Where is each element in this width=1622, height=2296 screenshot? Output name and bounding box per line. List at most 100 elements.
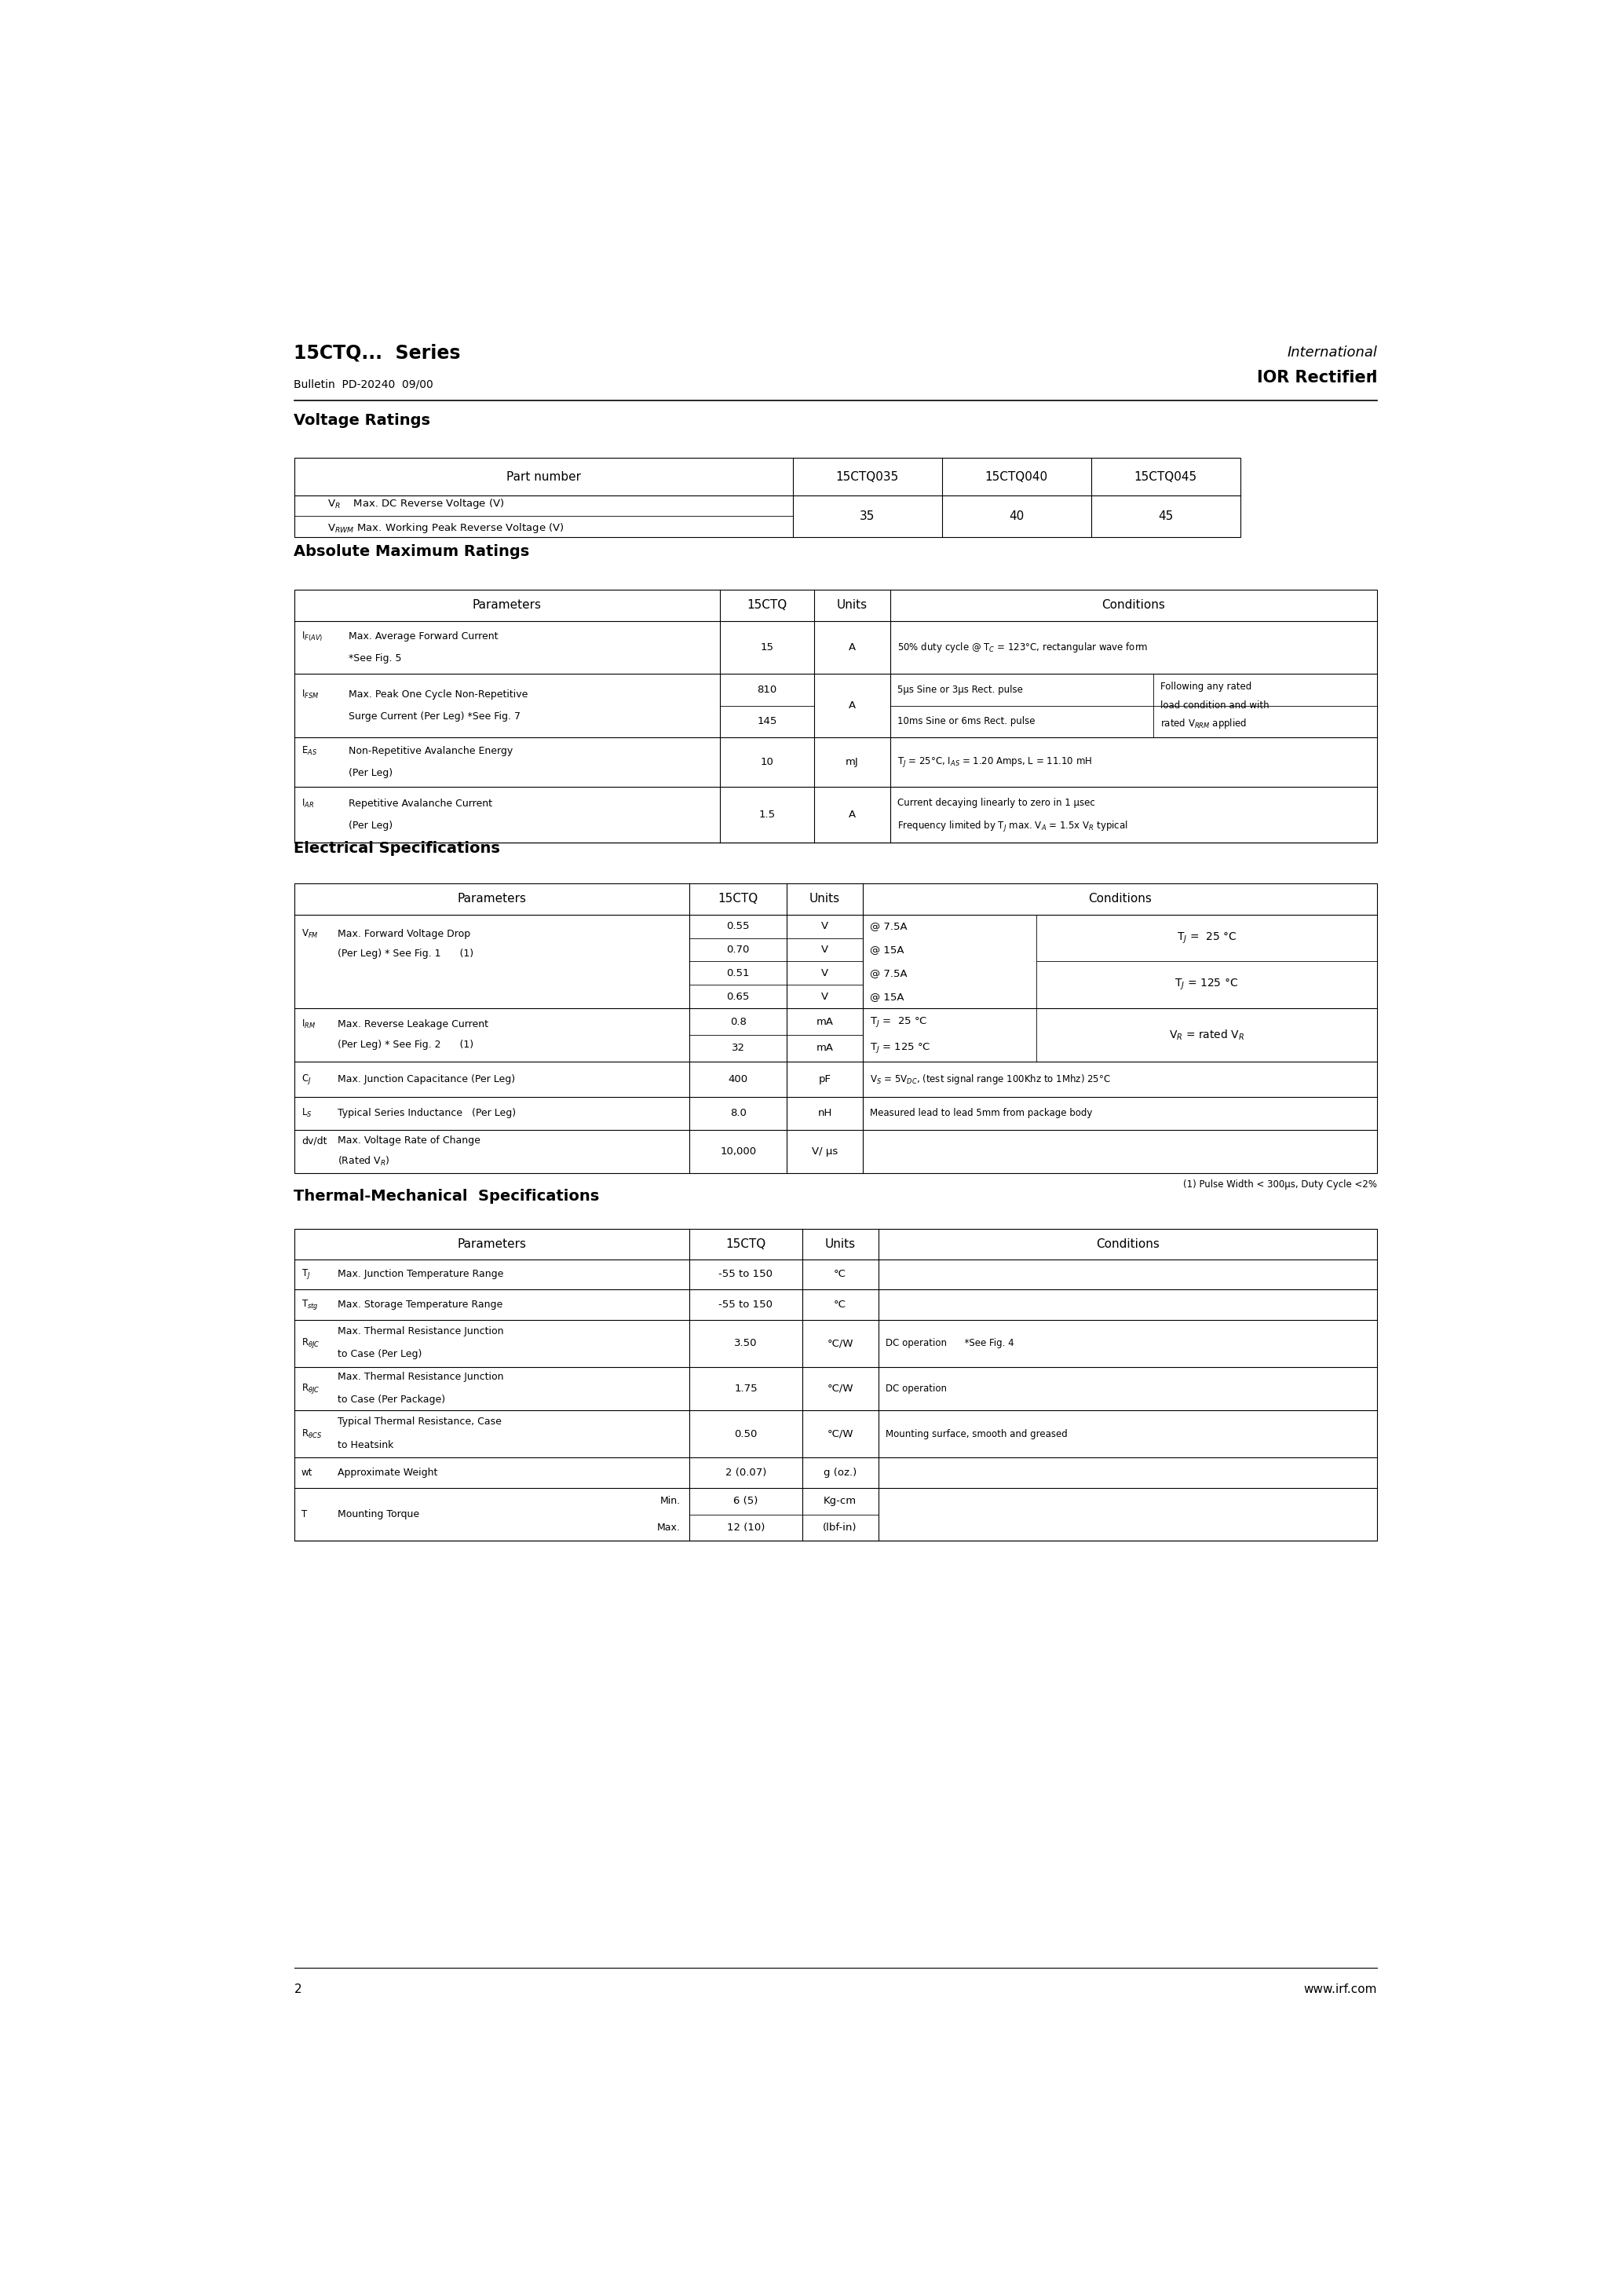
Text: 15CTQ...  Series: 15CTQ... Series	[294, 344, 461, 363]
Text: 10,000: 10,000	[720, 1146, 756, 1157]
Bar	[294, 459, 1241, 537]
Text: °C: °C	[834, 1300, 847, 1309]
Text: to Heatsink: to Heatsink	[337, 1440, 394, 1451]
Text: 0.70: 0.70	[727, 944, 749, 955]
Text: Voltage Ratings: Voltage Ratings	[294, 413, 430, 427]
Text: Part number: Part number	[506, 471, 581, 482]
Text: Max. Junction Capacitance (Per Leg): Max. Junction Capacitance (Per Leg)	[337, 1075, 516, 1084]
Text: 15CTQ: 15CTQ	[719, 893, 759, 905]
Text: Current decaying linearly to zero in 1 μsec: Current decaying linearly to zero in 1 μ…	[897, 797, 1095, 808]
Text: Mounting surface, smooth and greased: Mounting surface, smooth and greased	[886, 1428, 1067, 1440]
Text: 2 (0.07): 2 (0.07)	[725, 1467, 766, 1479]
Text: 50% duty cycle @ T$_C$ = 123°C, rectangular wave form: 50% duty cycle @ T$_C$ = 123°C, rectangu…	[897, 641, 1148, 654]
Text: V$_S$ = 5V$_{DC}$, (test signal range 100Khz to 1Mhz) 25°C: V$_S$ = 5V$_{DC}$, (test signal range 10…	[871, 1072, 1111, 1086]
Bar	[294, 1228, 1377, 1541]
Text: Parameters: Parameters	[472, 599, 542, 611]
Text: Max.: Max.	[657, 1522, 680, 1534]
Text: 10ms Sine or 6ms Rect. pulse: 10ms Sine or 6ms Rect. pulse	[897, 716, 1035, 728]
Text: Typical Series Inductance   (Per Leg): Typical Series Inductance (Per Leg)	[337, 1109, 516, 1118]
Text: wt: wt	[302, 1467, 313, 1479]
Text: Mounting Torque: Mounting Torque	[337, 1508, 420, 1520]
Text: °C/W: °C/W	[827, 1384, 853, 1394]
Text: 10: 10	[761, 758, 774, 767]
Text: (Per Leg) * See Fig. 2      (1): (Per Leg) * See Fig. 2 (1)	[337, 1040, 474, 1049]
Text: I$_{AR}$: I$_{AR}$	[302, 799, 315, 810]
Text: 45: 45	[1158, 510, 1173, 521]
Text: Frequency limited by T$_J$ max. V$_A$ = 1.5x V$_R$ typical: Frequency limited by T$_J$ max. V$_A$ = …	[897, 820, 1129, 833]
Text: mA: mA	[816, 1017, 834, 1026]
Text: Kg-cm: Kg-cm	[824, 1497, 856, 1506]
Text: °C/W: °C/W	[827, 1428, 853, 1440]
Text: R$_{\theta JC}$: R$_{\theta JC}$	[302, 1336, 320, 1350]
Text: V$_{RWM}$ Max. Working Peak Reverse Voltage (V): V$_{RWM}$ Max. Working Peak Reverse Volt…	[328, 521, 564, 535]
Text: I: I	[1371, 370, 1377, 386]
Text: rated V$_{RRM}$ applied: rated V$_{RRM}$ applied	[1160, 716, 1247, 730]
Text: 0.8: 0.8	[730, 1017, 746, 1026]
Text: Max. Reverse Leakage Current: Max. Reverse Leakage Current	[337, 1019, 488, 1029]
Text: V: V	[821, 921, 829, 932]
Text: Conditions: Conditions	[1096, 1238, 1160, 1249]
Text: -55 to 150: -55 to 150	[719, 1300, 772, 1309]
Text: Typical Thermal Resistance, Case: Typical Thermal Resistance, Case	[337, 1417, 501, 1428]
Text: nH: nH	[817, 1109, 832, 1118]
Text: Non-Repetitive Avalanche Energy: Non-Repetitive Avalanche Energy	[349, 746, 513, 755]
Text: Conditions: Conditions	[1101, 599, 1166, 611]
Text: Max. Forward Voltage Drop: Max. Forward Voltage Drop	[337, 930, 470, 939]
Text: www.irf.com: www.irf.com	[1304, 1984, 1377, 1995]
Text: V$_R$ = rated V$_R$: V$_R$ = rated V$_R$	[1169, 1029, 1244, 1042]
Text: 1.75: 1.75	[735, 1384, 757, 1394]
Text: I$_{RM}$: I$_{RM}$	[302, 1019, 316, 1031]
Text: 0.50: 0.50	[735, 1428, 757, 1440]
Text: mA: mA	[816, 1042, 834, 1054]
Text: *See Fig. 5: *See Fig. 5	[349, 652, 402, 664]
Text: T$_J$ = 125 °C: T$_J$ = 125 °C	[1174, 978, 1239, 992]
Text: 35: 35	[860, 510, 876, 521]
Text: 1.5: 1.5	[759, 810, 775, 820]
Text: R$_{\theta CS}$: R$_{\theta CS}$	[302, 1428, 321, 1440]
Text: Conditions: Conditions	[1088, 893, 1152, 905]
Text: (Rated V$_R$): (Rated V$_R$)	[337, 1155, 391, 1169]
Text: 0.65: 0.65	[727, 992, 749, 1001]
Text: Max. Thermal Resistance Junction: Max. Thermal Resistance Junction	[337, 1371, 504, 1382]
Text: V/ μs: V/ μs	[813, 1146, 839, 1157]
Text: 0.55: 0.55	[727, 921, 749, 932]
Text: T$_J$ =  25 °C: T$_J$ = 25 °C	[1176, 930, 1238, 946]
Text: @ 7.5A: @ 7.5A	[871, 921, 908, 932]
Text: mJ: mJ	[845, 758, 858, 767]
Text: T$_J$ = 125 °C: T$_J$ = 125 °C	[871, 1042, 931, 1054]
Text: A: A	[848, 643, 856, 652]
Text: Max. Voltage Rate of Change: Max. Voltage Rate of Change	[337, 1137, 480, 1146]
Text: Absolute Maximum Ratings: Absolute Maximum Ratings	[294, 544, 530, 560]
Text: T$_J$ = 25°C, I$_{AS}$ = 1.20 Amps, L = 11.10 mH: T$_J$ = 25°C, I$_{AS}$ = 1.20 Amps, L = …	[897, 755, 1092, 769]
Text: 32: 32	[732, 1042, 744, 1054]
Text: 15CTQ: 15CTQ	[748, 599, 787, 611]
Text: Max. Peak One Cycle Non-Repetitive: Max. Peak One Cycle Non-Repetitive	[349, 689, 529, 700]
Text: g (oz.): g (oz.)	[824, 1467, 856, 1479]
Text: E$_{AS}$: E$_{AS}$	[302, 746, 318, 758]
Text: T$_J$ =  25 °C: T$_J$ = 25 °C	[871, 1015, 928, 1029]
Text: to Case (Per Package): to Case (Per Package)	[337, 1394, 446, 1405]
Text: 15CTQ: 15CTQ	[725, 1238, 766, 1249]
Bar	[294, 884, 1377, 1173]
Text: -55 to 150: -55 to 150	[719, 1270, 772, 1279]
Text: T$_{stg}$: T$_{stg}$	[302, 1297, 318, 1311]
Text: I$_{F(AV)}$: I$_{F(AV)}$	[302, 629, 323, 643]
Text: @ 7.5A: @ 7.5A	[871, 969, 908, 978]
Text: pF: pF	[819, 1075, 830, 1084]
Text: °C: °C	[834, 1270, 847, 1279]
Text: T$_J$: T$_J$	[302, 1267, 310, 1281]
Text: 145: 145	[757, 716, 777, 728]
Text: V: V	[821, 992, 829, 1001]
Text: 8.0: 8.0	[730, 1109, 746, 1118]
Text: Surge Current (Per Leg) *See Fig. 7: Surge Current (Per Leg) *See Fig. 7	[349, 712, 521, 721]
Text: DC operation      *See Fig. 4: DC operation *See Fig. 4	[886, 1339, 1014, 1348]
Text: (Per Leg): (Per Leg)	[349, 769, 393, 778]
Text: Parameters: Parameters	[457, 893, 526, 905]
Text: Approximate Weight: Approximate Weight	[337, 1467, 438, 1479]
Text: I$_{FSM}$: I$_{FSM}$	[302, 689, 320, 700]
Text: 0.51: 0.51	[727, 969, 749, 978]
Text: 400: 400	[728, 1075, 748, 1084]
Text: load condition and with: load condition and with	[1160, 700, 1270, 712]
Text: DC operation: DC operation	[886, 1384, 947, 1394]
Text: Parameters: Parameters	[457, 1238, 526, 1249]
